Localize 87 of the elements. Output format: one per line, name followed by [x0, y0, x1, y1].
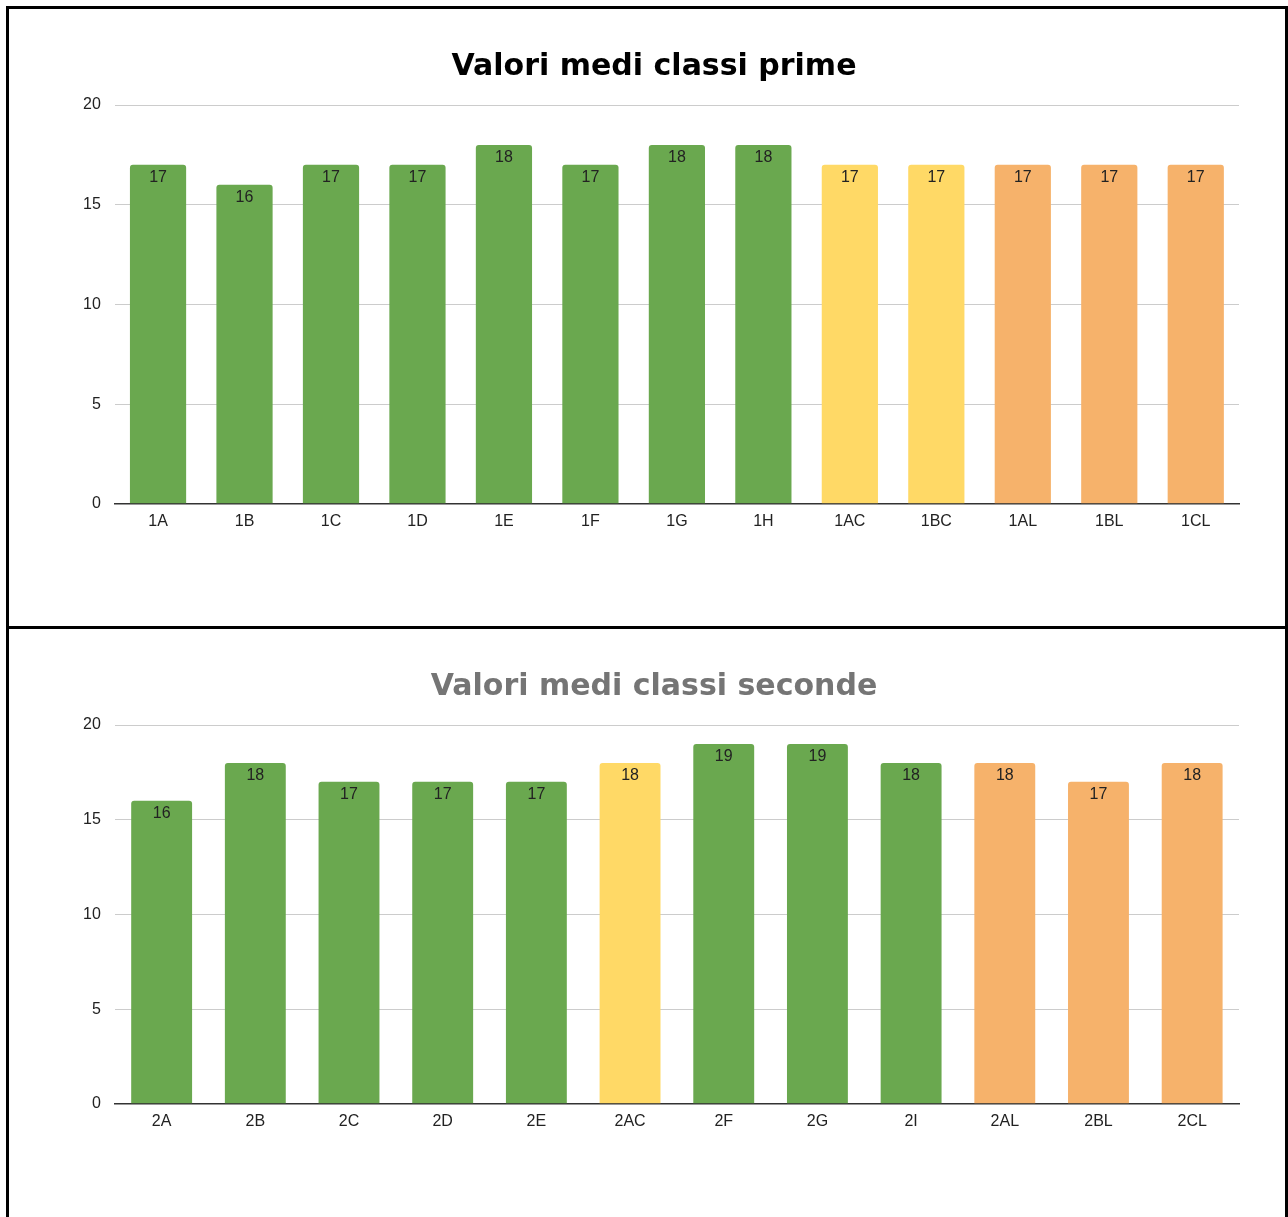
data-label: 17	[1186, 168, 1205, 186]
x-tick-label: 2AL	[990, 1111, 1020, 1129]
bar	[1167, 164, 1224, 504]
x-tick-label: 1C	[320, 511, 342, 529]
x-tick-label: 1CL	[1181, 511, 1211, 529]
bar	[475, 144, 533, 504]
data-label: 18	[668, 148, 686, 166]
data-label: 16	[235, 188, 254, 206]
data-label: 18	[621, 766, 640, 784]
bar	[1081, 164, 1138, 504]
data-label: 17	[322, 168, 340, 186]
x-tick-label: 2D	[432, 1111, 453, 1129]
y-tick-label: 15	[83, 195, 101, 213]
bar	[505, 781, 567, 1104]
x-tick-label: 1A	[148, 511, 169, 529]
bar	[1068, 781, 1129, 1104]
bar	[224, 762, 286, 1104]
data-label: 18	[754, 148, 773, 166]
bar	[216, 184, 273, 504]
y-tick-label: 0	[91, 494, 101, 512]
data-label: 16	[152, 804, 171, 822]
x-tick-label: 2B	[245, 1111, 266, 1129]
bar	[599, 762, 661, 1104]
data-label: 17	[408, 168, 427, 186]
data-label: 17	[1013, 168, 1032, 186]
x-tick-label: 1B	[234, 511, 255, 529]
data-label: 19	[808, 747, 827, 765]
data-label: 18	[1183, 766, 1202, 784]
data-label: 17	[433, 785, 452, 803]
data-label: 17	[927, 168, 946, 186]
bar	[318, 781, 380, 1104]
data-label: 17	[340, 785, 359, 803]
data-label: 19	[714, 747, 733, 765]
bar	[412, 781, 474, 1104]
data-label: 17	[1089, 785, 1108, 803]
bar	[562, 164, 619, 504]
x-tick-label: 1BL	[1095, 511, 1124, 529]
bar	[880, 762, 942, 1104]
bar	[974, 762, 1036, 1104]
data-label: 17	[527, 785, 546, 803]
data-label: 18	[995, 766, 1014, 784]
x-tick-label: 2I	[904, 1111, 918, 1129]
y-tick-label: 20	[83, 95, 101, 113]
x-tick-label: 2CL	[1177, 1111, 1207, 1129]
y-tick-label: 10	[83, 904, 101, 922]
bar	[908, 164, 965, 504]
x-tick-label: 1BC	[920, 511, 952, 529]
y-tick-label: 0	[91, 1094, 101, 1112]
chart-title: Valori medi classi seconde	[430, 666, 878, 702]
x-tick-label: 2AC	[614, 1111, 646, 1129]
bar	[786, 743, 848, 1104]
data-label: 17	[581, 168, 600, 186]
y-tick-label: 20	[83, 715, 101, 733]
bar	[389, 164, 446, 504]
bar	[821, 164, 878, 504]
data-label: 18	[246, 766, 265, 784]
x-tick-label: 1AC	[834, 511, 866, 529]
x-tick-label: 1D	[407, 511, 428, 529]
x-tick-label: 2F	[714, 1111, 734, 1129]
chart-title: Valori medi classi prime	[451, 46, 857, 82]
x-tick-label: 1E	[494, 511, 514, 529]
x-tick-label: 1F	[581, 511, 600, 529]
data-label: 18	[495, 148, 513, 166]
x-tick-label: 2A	[151, 1111, 172, 1129]
bar	[994, 164, 1051, 504]
bar	[302, 164, 360, 504]
data-label: 18	[902, 766, 921, 784]
x-tick-label: 1AL	[1008, 511, 1038, 529]
x-tick-label: 1H	[753, 511, 774, 529]
bar	[648, 144, 705, 504]
data-label: 17	[1100, 168, 1119, 186]
x-tick-label: 2BL	[1084, 1111, 1113, 1129]
bar	[131, 800, 193, 1104]
x-tick-label: 2C	[338, 1111, 360, 1129]
data-label: 17	[840, 168, 859, 186]
x-tick-label: 2E	[526, 1111, 547, 1129]
bar	[129, 164, 187, 504]
bar	[735, 144, 792, 504]
bar	[1161, 762, 1223, 1104]
y-tick-label: 15	[83, 810, 101, 828]
y-tick-label: 10	[83, 294, 101, 312]
y-tick-label: 5	[91, 999, 101, 1017]
y-tick-label: 5	[91, 394, 101, 412]
bar	[693, 743, 755, 1104]
x-tick-label: 2G	[806, 1111, 829, 1129]
data-label: 17	[149, 168, 168, 186]
x-tick-label: 1G	[666, 511, 688, 529]
